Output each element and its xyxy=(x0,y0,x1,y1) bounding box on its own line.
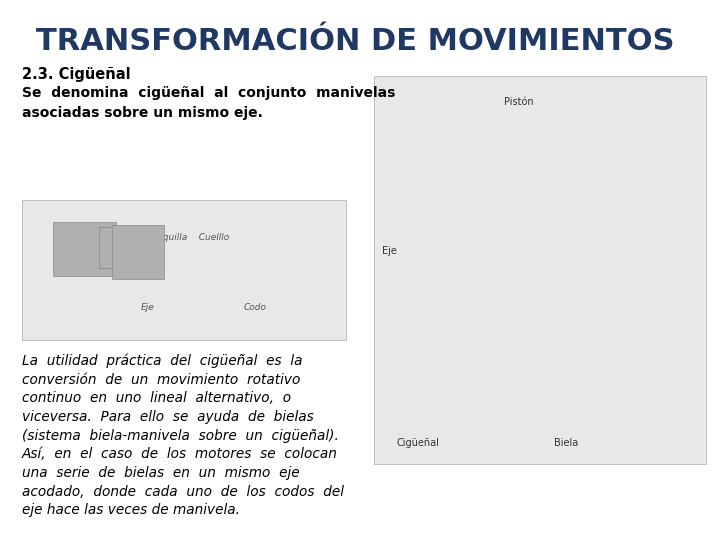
FancyBboxPatch shape xyxy=(374,76,706,464)
Bar xyxy=(112,225,164,279)
Text: 2.3. Cigüeñal: 2.3. Cigüeñal xyxy=(22,68,130,83)
Text: Eje: Eje xyxy=(140,303,155,312)
Text: TRANSFORMACIÓN DE MOVIMIENTOS: TRANSFORMACIÓN DE MOVIMIENTOS xyxy=(36,27,675,56)
Text: La  utilidad  práctica  del  cigüeñal  es  la
conversión  de  un  movimiento  ro: La utilidad práctica del cigüeñal es la … xyxy=(22,354,343,517)
Text: Codo: Codo xyxy=(244,303,267,312)
Text: Brazo: Brazo xyxy=(84,260,110,269)
FancyBboxPatch shape xyxy=(22,200,346,340)
Text: Biela: Biela xyxy=(554,438,579,448)
Text: Pistón: Pistón xyxy=(504,97,534,107)
Text: Cigüeñal: Cigüeñal xyxy=(396,438,439,448)
Bar xyxy=(99,227,128,268)
Text: Muñoquilla    Cuelllo: Muñoquilla Cuelllo xyxy=(138,233,229,242)
Text: Eje: Eje xyxy=(382,246,397,255)
Text: Se  denomina  cigüeñal  al  conjunto  manivelas
asociadas sobre un mismo eje.: Se denomina cigüeñal al conjunto manivel… xyxy=(22,86,395,120)
Bar xyxy=(53,222,116,276)
